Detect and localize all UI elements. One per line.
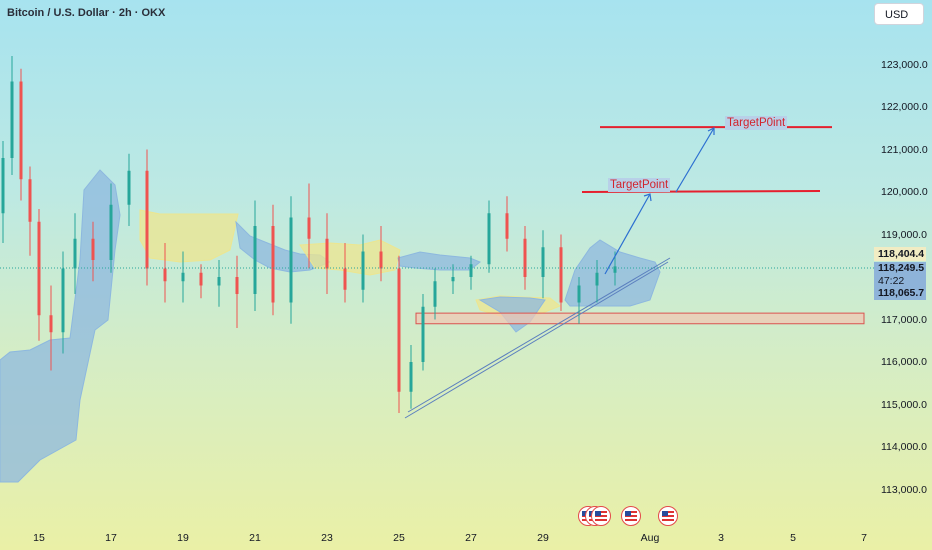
candle-body	[451, 277, 455, 282]
candle-body	[421, 306, 425, 362]
demand-zone-rect[interactable]	[415, 312, 865, 325]
candle-body	[271, 226, 275, 303]
price-tick-label: 114,000.0	[881, 441, 927, 453]
price-tick-label: 120,000.0	[881, 186, 928, 198]
candle-body	[361, 251, 365, 290]
candle-body	[73, 238, 77, 269]
trendline-lower[interactable]	[404, 261, 669, 419]
price-tick-label: 119,000.0	[881, 228, 927, 241]
candle-body	[91, 238, 95, 260]
candle-body	[343, 268, 347, 290]
time-tick-label: 23	[321, 532, 333, 544]
candle-body	[19, 81, 23, 180]
us-flag-icon[interactable]	[591, 506, 611, 526]
entry-price-tag: 118,065.7	[874, 286, 926, 300]
price-tick-label: 115,000.0	[881, 398, 927, 411]
candle-body	[505, 213, 509, 239]
cloud-segment	[564, 239, 661, 307]
candle-body	[289, 217, 293, 303]
candle-body	[163, 268, 167, 282]
cloud-segment	[139, 209, 239, 263]
price-tick-label: 117,000.0	[881, 313, 927, 326]
time-tick-label: 29	[537, 532, 549, 544]
price-tick-label: 116,000.0	[881, 356, 927, 368]
price-tick-label: 123,000.0	[881, 58, 928, 71]
time-tick-label: 19	[177, 532, 189, 544]
arrow-head-1	[643, 193, 652, 202]
bar-countdown: 47:22	[878, 275, 905, 287]
time-tick-label: 15	[33, 532, 45, 544]
candle-body	[613, 266, 617, 273]
candle-body	[469, 264, 473, 277]
last-price-value: 118,249.5	[878, 262, 925, 274]
candle-body	[409, 362, 413, 392]
arrow-head-2	[707, 127, 715, 135]
trendline	[404, 257, 671, 419]
candle-body	[433, 281, 437, 307]
candle-body	[28, 179, 32, 222]
candle-body	[199, 272, 203, 286]
candle-body	[487, 213, 491, 265]
symbol-title[interactable]: Bitcoin / U.S. Dollar · 2h · OKX	[7, 7, 166, 19]
candle-body	[523, 238, 527, 277]
time-tick-label: 7	[861, 532, 867, 544]
candle-body	[559, 247, 563, 303]
us-flag-icon[interactable]	[658, 506, 678, 526]
candle-body	[145, 170, 149, 269]
candle-body	[127, 170, 131, 205]
time-tick-label: 21	[249, 532, 261, 544]
candle-body	[325, 238, 329, 269]
target-label-2[interactable]: TargetP0int	[725, 116, 788, 130]
time-tick-label: 3	[718, 532, 724, 544]
candle-body	[253, 226, 257, 294]
time-tick-label: Aug	[640, 532, 660, 544]
target-label-1[interactable]: TargetPoint	[608, 178, 671, 192]
time-tick-label: 25	[393, 532, 405, 544]
candle-body	[49, 315, 53, 333]
trendline-upper[interactable]	[407, 257, 671, 413]
candle-body	[10, 81, 14, 158]
time-tick-label: 27	[465, 532, 477, 544]
candle-body	[181, 272, 185, 282]
projection-arrows	[604, 127, 715, 275]
resistance-price-tag: 118,404.4	[874, 247, 926, 261]
candle-body	[307, 217, 311, 239]
candle-body	[397, 268, 401, 392]
candle-body	[235, 277, 239, 294]
cloud-segment	[299, 239, 401, 276]
price-tick-label: 121,000.0	[881, 143, 928, 156]
candle-body	[577, 285, 581, 303]
arrow-path-2[interactable]	[675, 127, 715, 193]
price-tick-label: 113,000.0	[881, 483, 927, 496]
price-tick-label: 122,000.0	[881, 101, 928, 113]
time-tick-label: 17	[105, 532, 117, 544]
candle-body	[595, 272, 599, 286]
cloud-segment	[0, 169, 121, 483]
demand-zone	[415, 312, 865, 325]
candle-body	[1, 158, 5, 214]
time-tick-label: 5	[790, 532, 796, 544]
cloud-segment	[397, 251, 481, 271]
candle-body	[61, 268, 65, 333]
currency-button[interactable]: USD	[874, 3, 924, 25]
candle-body	[379, 251, 383, 269]
arrow-path-1[interactable]	[604, 193, 651, 275]
us-flag-icon[interactable]	[621, 506, 641, 526]
candle-body	[109, 204, 113, 260]
candle-body	[541, 247, 545, 277]
candle-body	[217, 277, 221, 286]
